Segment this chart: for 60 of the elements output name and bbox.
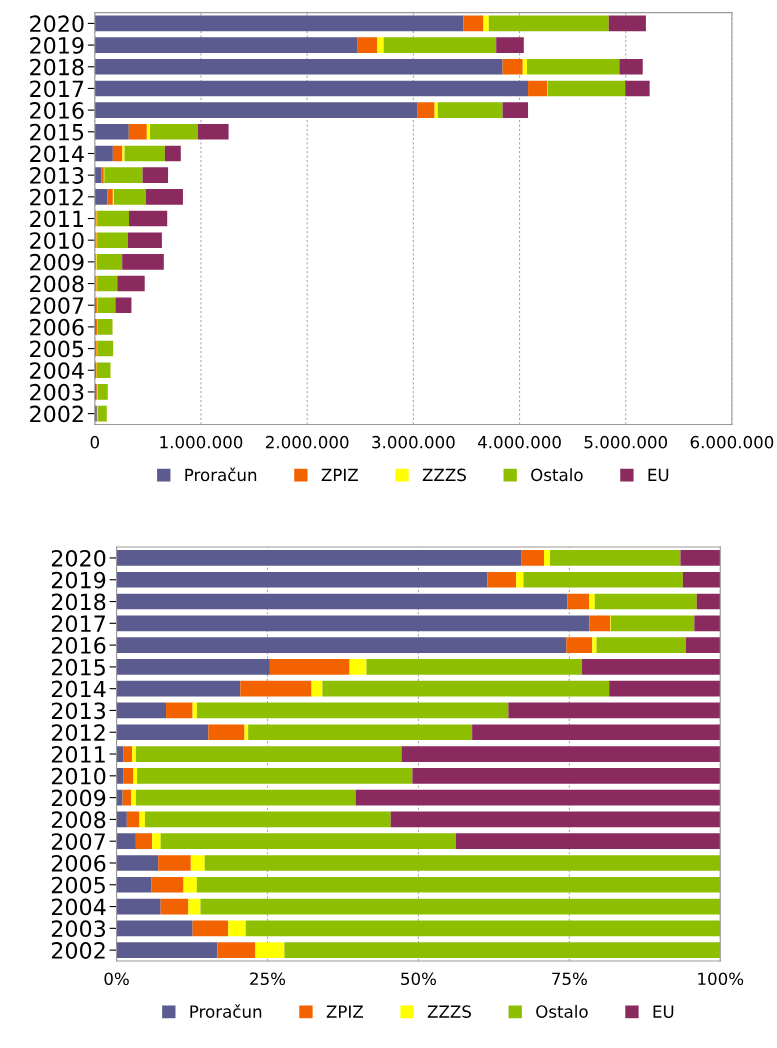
y-tick-label: 2015 [30,123,84,141]
y-tick-label: 2004 [51,898,106,916]
y-tick-label: 2008 [30,275,84,293]
y-tick-label: 2009 [30,253,84,271]
y-tick-label: 2007 [51,833,105,850]
legend-label: ZZZS [427,1005,471,1018]
y-tick-label: 2009 [51,789,106,807]
y-tick-label: 2020 [51,549,106,567]
legend-label: ZPIZ [326,1005,363,1018]
x-tick-label: 0 [90,435,99,449]
legend-label: EU [653,1005,674,1018]
x-tick-label: 50% [401,972,437,986]
legend-label: ZPIZ [321,468,358,481]
legend-label: Ostalo [531,468,583,482]
x-tick-label: 1.000.000 [160,435,243,449]
y-tick-label: 2016 [51,637,106,654]
y-tick-label: 2014 [51,680,106,698]
x-tick-label: 25% [250,972,286,986]
y-tick-label: 2018 [51,593,106,611]
x-tick-label: 4.000.000 [477,435,561,449]
y-tick-label: 2010 [51,767,106,785]
y-tick-label: 2015 [51,658,105,676]
y-tick-label: 2019 [51,571,106,589]
y-tick-label: 2003 [51,920,106,938]
y-tick-label: 2014 [30,145,84,163]
y-tick-label: 2013 [51,702,106,720]
x-tick-label: 6.000.000 [690,435,774,449]
y-tick-label: 2018 [30,58,84,76]
y-tick-label: 2002 [51,942,105,959]
legend-label: Proračun [190,1004,262,1018]
legend-label: Ostalo [536,1004,588,1018]
x-tick-label: 3.000.000 [372,435,455,449]
y-tick-label: 2019 [30,37,84,54]
y-tick-label: 2005 [30,340,84,358]
y-tick-label: 2005 [51,876,105,894]
y-tick-label: 2010 [30,232,84,249]
y-tick-label: 2012 [30,188,83,206]
y-tick-label: 2017 [30,80,84,98]
legend-label: EU [648,468,669,482]
legend-label: ZZZS [422,468,466,482]
x-tick-label: 0% [104,972,129,986]
x-tick-label: 2.000.000 [265,435,349,449]
x-tick-label: 5.000.000 [584,435,668,449]
y-tick-label: 2006 [51,854,106,872]
legend-label: Proračun [185,467,257,482]
y-tick-label: 2017 [51,615,105,633]
y-tick-label: 2020 [30,15,84,33]
y-tick-label: 2011 [51,745,105,763]
y-tick-label: 2004 [30,362,84,380]
y-tick-label: 2003 [30,383,84,401]
y-tick-label: 2016 [30,102,84,119]
x-tick-label: 100% [698,972,744,986]
y-tick-label: 2002 [30,405,83,423]
y-tick-label: 2013 [30,167,84,184]
y-tick-label: 2012 [51,724,105,742]
y-tick-label: 2007 [30,297,84,314]
y-tick-label: 2011 [30,210,84,228]
y-tick-label: 2006 [30,318,84,336]
x-tick-label: 75% [552,972,587,986]
y-tick-label: 2008 [51,811,106,829]
